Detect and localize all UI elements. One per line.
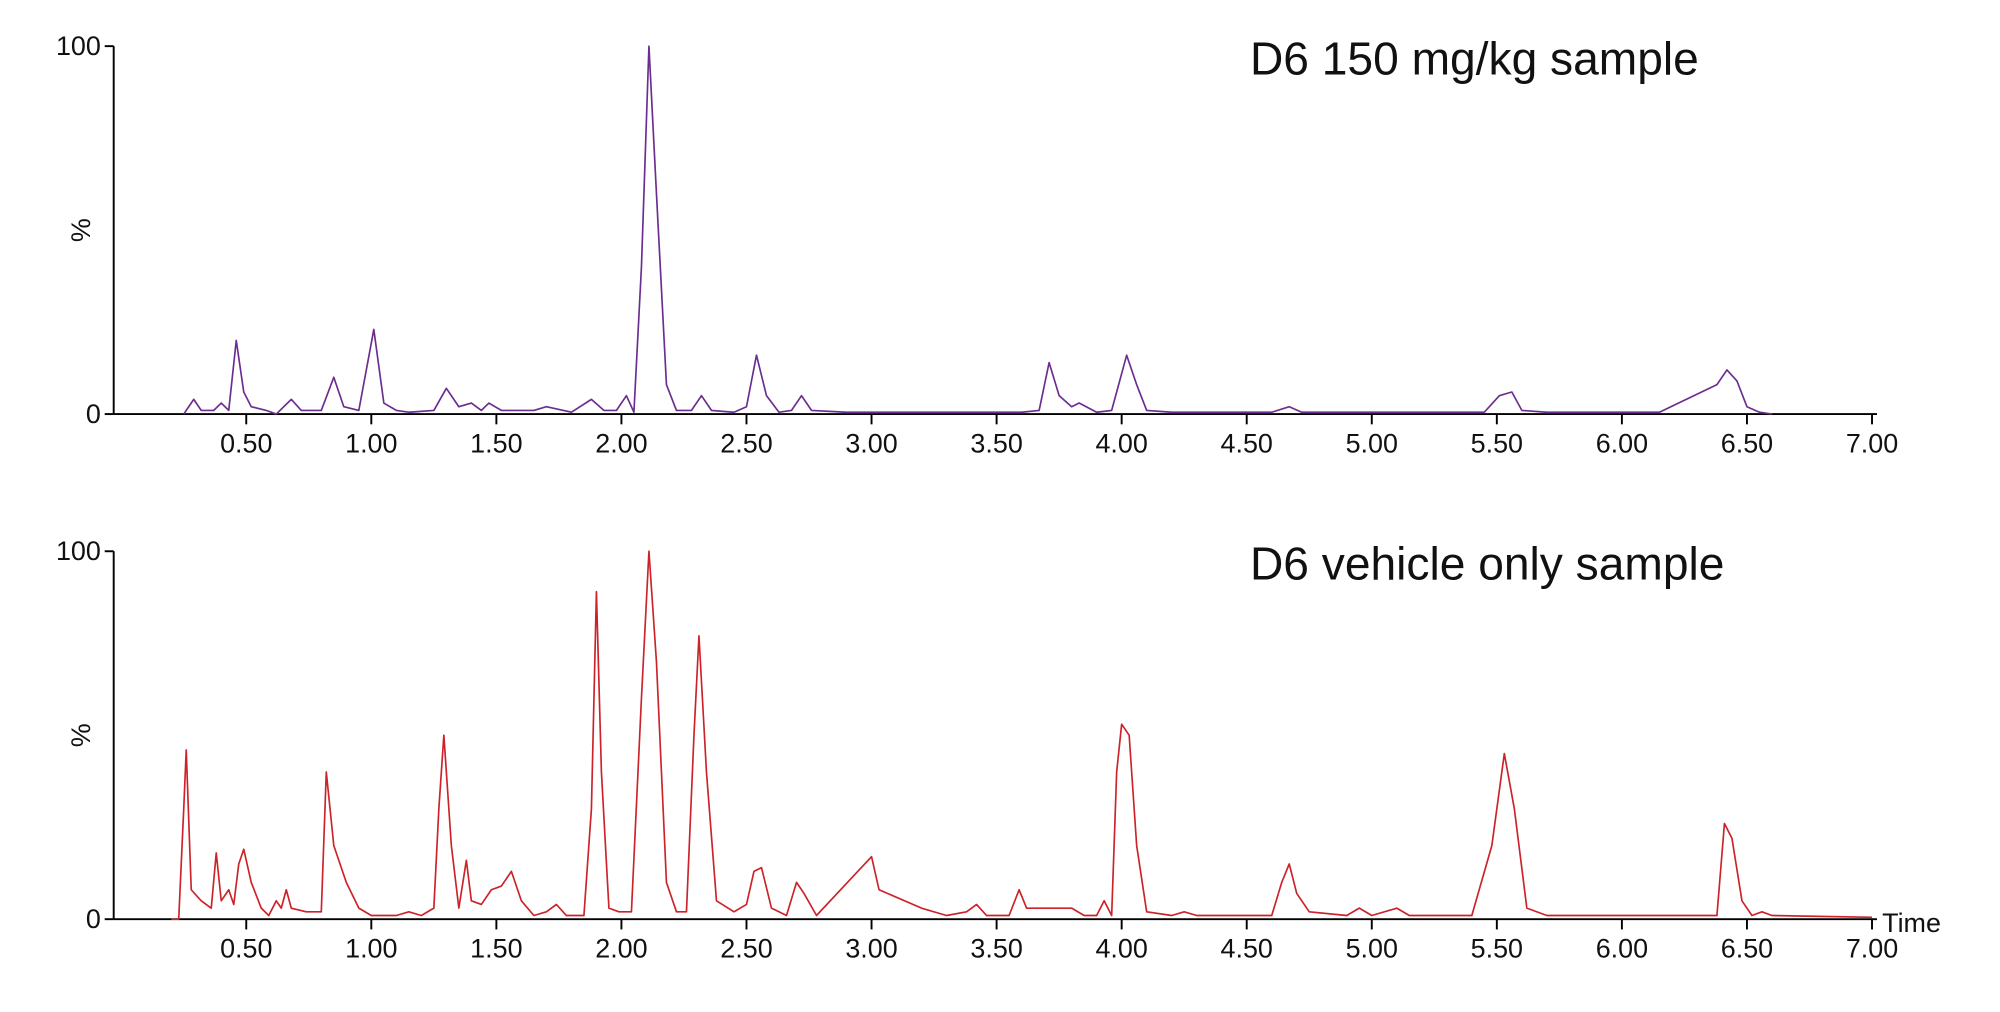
x-tick-label: 3.00 [845, 934, 897, 964]
x-tick-label: 6.00 [1596, 934, 1648, 964]
x-tick-label: 5.50 [1471, 934, 1523, 964]
x-tick-label: 0.50 [220, 934, 272, 964]
y-axis-label: % [66, 218, 96, 242]
x-tick-label: 4.00 [1095, 934, 1147, 964]
x-tick-label: 2.00 [595, 934, 647, 964]
x-tick-label: 7.00 [1846, 934, 1898, 964]
y-tick-label: 0 [86, 399, 101, 429]
x-tick-label: 5.50 [1471, 429, 1523, 459]
x-tick-label: 4.50 [1221, 429, 1273, 459]
x-tick-label: 1.50 [470, 429, 522, 459]
x-tick-label: 2.50 [720, 934, 772, 964]
chromatogram-line [183, 45, 1773, 415]
x-tick-label: 2.50 [720, 429, 772, 459]
x-tick-label: 6.00 [1596, 429, 1648, 459]
x-tick-label: 1.00 [345, 429, 397, 459]
chart-title: D6 150 mg/kg sample [1250, 32, 1699, 84]
x-tick-label: 4.00 [1095, 429, 1147, 459]
x-tick-label: 1.50 [470, 934, 522, 964]
y-tick-label: 0 [86, 904, 101, 934]
x-tick-label: 3.50 [970, 429, 1022, 459]
x-tick-label: 5.00 [1346, 934, 1398, 964]
chromatogram-line [171, 550, 1873, 921]
y-axis-label: % [66, 723, 96, 747]
x-tick-label: 4.50 [1221, 934, 1273, 964]
y-tick-label: 100 [56, 536, 101, 566]
x-tick-label: 6.50 [1721, 429, 1773, 459]
x-tick-label: 6.50 [1721, 934, 1773, 964]
x-tick-label: 7.00 [1846, 429, 1898, 459]
x-tick-label: 3.00 [845, 429, 897, 459]
chart-title: D6 vehicle only sample [1250, 537, 1724, 589]
x-tick-label: 0.50 [220, 429, 272, 459]
x-tick-label: 3.50 [970, 934, 1022, 964]
x-axis-label: Time [1882, 908, 1941, 938]
x-tick-label: 1.00 [345, 934, 397, 964]
x-tick-label: 2.00 [595, 429, 647, 459]
y-tick-label: 100 [56, 31, 101, 61]
x-tick-label: 5.00 [1346, 429, 1398, 459]
